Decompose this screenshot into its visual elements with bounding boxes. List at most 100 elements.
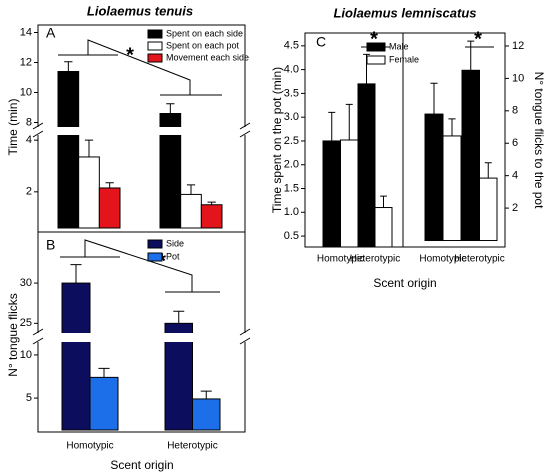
legend-swatch — [147, 41, 163, 51]
bar — [340, 139, 359, 248]
y-tick-label: 3.0 — [284, 111, 299, 123]
legend-label: Side — [166, 238, 184, 248]
error-bar — [207, 201, 216, 205]
bar — [192, 398, 221, 431]
significance-star: * — [474, 28, 482, 50]
x-tick-label: Homotypic — [317, 254, 364, 265]
legend-label: Male — [389, 41, 409, 51]
error-bar — [166, 103, 175, 114]
y-axis-label: Time spent on the pot (min) — [270, 67, 284, 213]
error-bar — [64, 61, 73, 72]
legend-label: Movement each side — [166, 52, 249, 62]
y-tick-label: 2.0 — [284, 159, 299, 171]
bar — [322, 140, 341, 248]
y-tick-label: 25 — [20, 317, 32, 329]
axis-break-mark — [32, 328, 44, 345]
bar — [461, 69, 480, 242]
error-bar — [345, 103, 353, 140]
axis-break-mark — [32, 122, 44, 138]
legend-swatch — [147, 53, 163, 63]
bracket — [87, 39, 191, 95]
panel-label: C — [316, 34, 326, 50]
error-bar — [430, 82, 438, 115]
bar — [61, 282, 91, 431]
x-tick-label: Homotypic — [419, 254, 466, 265]
x-tick-label: Heterotypic — [454, 254, 505, 265]
y-tick-label: 8 — [26, 116, 32, 128]
y2-tick-label: 8 — [512, 105, 518, 117]
bar — [424, 113, 444, 242]
y2-tick-label: 10 — [512, 72, 524, 84]
axis-break — [35, 333, 248, 342]
chart-title: Liolaemus tenuis — [87, 3, 193, 18]
legend-swatch — [147, 29, 163, 39]
y-tick-label: 3.5 — [284, 87, 299, 99]
bar — [374, 207, 393, 248]
y-tick-label: 4.0 — [284, 64, 299, 76]
y2-tick-label: 4 — [512, 170, 518, 182]
x-tick-label: Heterotypic — [350, 254, 401, 265]
bar — [479, 177, 498, 242]
y-tick-label: 0.5 — [284, 230, 299, 242]
error-bar — [200, 390, 212, 399]
panel-label: B — [46, 237, 55, 253]
y-tick-label: 5 — [26, 392, 32, 404]
y-tick-label: 4 — [26, 134, 32, 146]
bar — [357, 83, 376, 248]
legend-label: Spent on each side — [166, 28, 243, 38]
y-tick-label: 1.0 — [284, 206, 299, 218]
y2-tick-label: 6 — [512, 137, 518, 149]
x-axis-label: Scent origin — [110, 458, 173, 472]
legend-swatch — [147, 252, 163, 262]
bar — [442, 135, 462, 242]
y-axis-label: N° tongue flicks — [6, 293, 20, 377]
legend-swatch — [147, 239, 163, 249]
legend-swatch — [366, 55, 386, 65]
x-tick-label: Heterotypic — [167, 441, 218, 452]
y-tick-label: 14 — [20, 26, 32, 38]
error-bar — [70, 264, 82, 284]
y-tick-label: 10 — [20, 86, 32, 98]
significance-star: * — [370, 28, 378, 50]
y-tick-label: 2.5 — [284, 135, 299, 147]
error-bar — [448, 118, 456, 136]
y2-axis-label: N° tongue flicks to the pot — [532, 72, 546, 210]
panel-c-frame — [304, 32, 506, 248]
y-tick-label: 10 — [20, 349, 32, 361]
error-bar — [84, 139, 94, 157]
y-tick-label: 2 — [26, 186, 32, 198]
axis-break — [35, 127, 248, 135]
y-tick-label: 30 — [20, 277, 32, 289]
legend-swatch — [366, 42, 386, 52]
y2-tick-label: 12 — [512, 40, 524, 52]
error-bar — [105, 182, 114, 188]
error-bar — [467, 40, 475, 71]
y-tick-label: 1.5 — [284, 182, 299, 194]
bracket — [84, 239, 193, 292]
bar — [78, 156, 100, 229]
legend-label: Pot — [166, 251, 180, 261]
bar — [89, 376, 119, 431]
bar — [180, 193, 202, 229]
axis-break-mark — [239, 328, 251, 345]
legend-label: Spent on each pot — [166, 40, 240, 50]
error-bar — [173, 310, 185, 324]
bar — [98, 187, 121, 229]
error-bar — [484, 162, 492, 179]
y-tick-label: 4.5 — [284, 40, 299, 52]
axis-break-mark — [239, 122, 251, 138]
bar — [200, 204, 223, 229]
x-axis-label: Scent origin — [373, 276, 436, 290]
error-bar — [380, 195, 387, 208]
legend-label: Female — [389, 54, 419, 64]
y-tick-label: 12 — [20, 56, 32, 68]
panel-label: A — [46, 25, 56, 41]
x-tick-label: Homotypic — [66, 441, 113, 452]
error-bar — [186, 184, 196, 195]
chart-title: Liolaemus lemniscatus — [333, 5, 476, 20]
error-bar — [328, 111, 336, 141]
bar — [57, 71, 80, 229]
error-bar — [98, 367, 110, 378]
